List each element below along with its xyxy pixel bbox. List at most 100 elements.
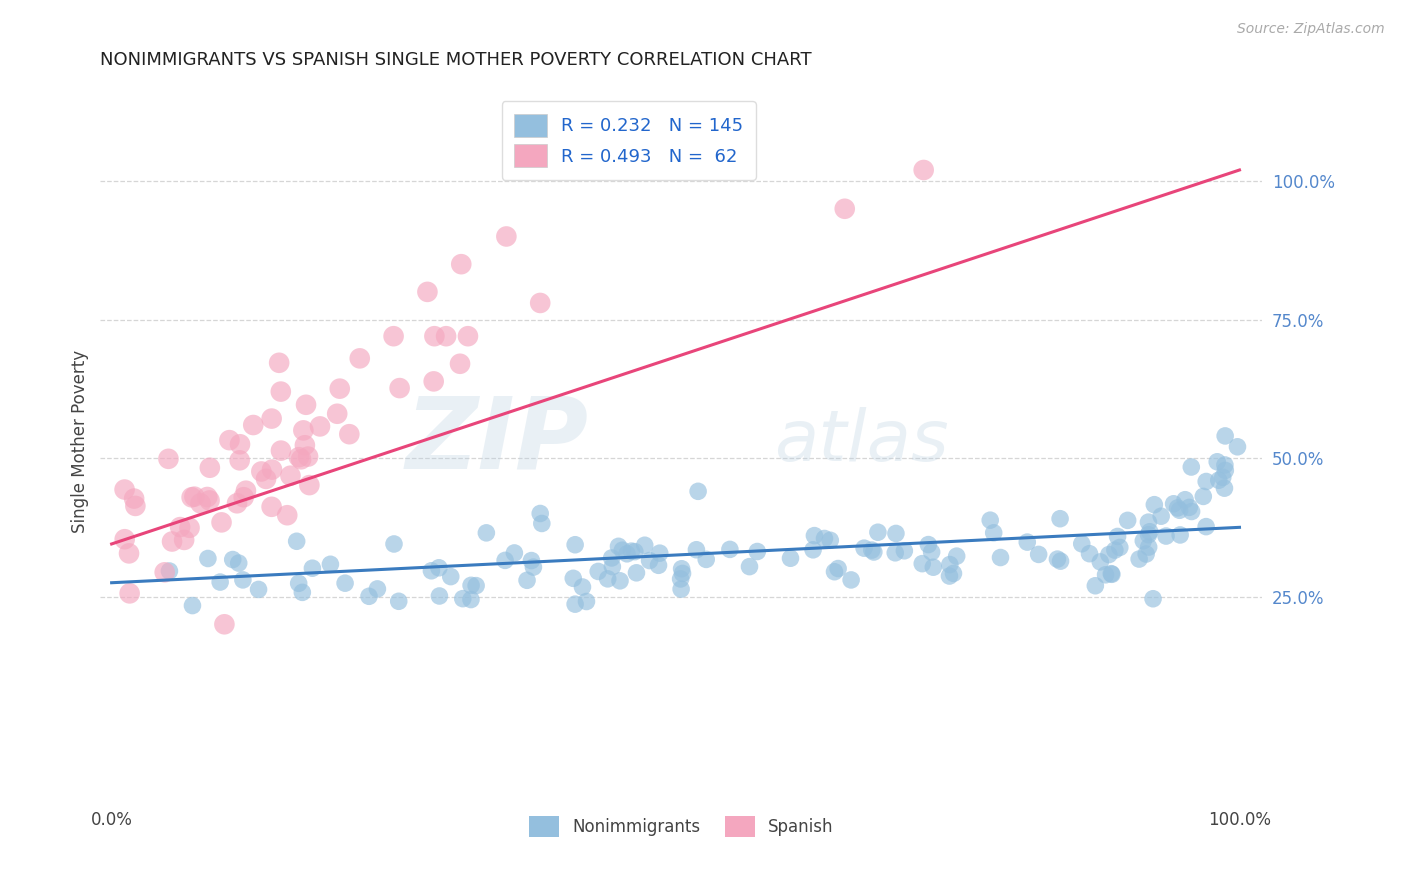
Point [190, 496, 212, 510]
Point [921, 545, 943, 559]
Point [211, 516, 233, 530]
Point [291, 585, 314, 599]
Point [1137, 515, 1160, 529]
Point [1208, 473, 1230, 487]
Point [434, 329, 457, 343]
Point [297, 450, 319, 464]
Point [1107, 529, 1129, 543]
Point [382, 537, 405, 551]
Point [779, 551, 801, 566]
Point [1098, 548, 1121, 562]
Point [114, 532, 136, 546]
Point [979, 513, 1001, 527]
Point [616, 547, 638, 561]
Point [917, 538, 939, 552]
Point [1213, 429, 1236, 443]
Point [460, 592, 482, 607]
Point [280, 468, 302, 483]
Point [157, 451, 180, 466]
Point [232, 490, 254, 504]
Point [209, 575, 232, 590]
Point [494, 553, 516, 567]
Point [520, 553, 543, 567]
Point [260, 500, 283, 514]
Point [612, 543, 634, 558]
Point [602, 559, 624, 574]
Text: atlas: atlas [775, 407, 949, 476]
Point [298, 478, 321, 492]
Point [349, 351, 371, 366]
Point [422, 375, 444, 389]
Point [450, 257, 472, 271]
Point [197, 551, 219, 566]
Point [922, 560, 945, 574]
Point [803, 528, 825, 542]
Point [638, 553, 661, 567]
Point [449, 357, 471, 371]
Point [440, 569, 463, 583]
Point [269, 356, 291, 370]
Point [853, 541, 876, 556]
Point [475, 525, 498, 540]
Point [522, 560, 544, 574]
Point [232, 573, 254, 587]
Point [357, 589, 380, 603]
Point [180, 491, 202, 505]
Point [495, 229, 517, 244]
Point [1070, 537, 1092, 551]
Point [938, 569, 960, 583]
Point [634, 538, 657, 552]
Point [503, 546, 526, 560]
Point [516, 574, 538, 588]
Point [884, 526, 907, 541]
Point [671, 566, 693, 581]
Point [1168, 528, 1191, 542]
Point [942, 566, 965, 581]
Point [288, 450, 311, 465]
Point [169, 520, 191, 534]
Point [893, 543, 915, 558]
Point [747, 544, 769, 558]
Point [1212, 470, 1234, 484]
Point [1167, 500, 1189, 515]
Point [198, 460, 221, 475]
Legend: Nonimmigrants, Spanish: Nonimmigrants, Spanish [522, 809, 841, 844]
Point [295, 398, 318, 412]
Point [1046, 552, 1069, 566]
Point [329, 382, 352, 396]
Point [290, 452, 312, 467]
Point [276, 508, 298, 523]
Point [319, 558, 342, 572]
Point [824, 565, 846, 579]
Point [270, 384, 292, 399]
Point [1049, 512, 1071, 526]
Point [671, 562, 693, 576]
Point [1206, 455, 1229, 469]
Point [1132, 533, 1154, 548]
Point [1139, 524, 1161, 539]
Point [242, 417, 264, 432]
Point [1192, 490, 1215, 504]
Point [1101, 567, 1123, 582]
Point [1084, 579, 1107, 593]
Point [1108, 541, 1130, 555]
Point [586, 565, 609, 579]
Point [333, 576, 356, 591]
Point [1078, 547, 1101, 561]
Point [626, 566, 648, 580]
Point [198, 493, 221, 508]
Point [382, 329, 405, 343]
Point [607, 539, 630, 553]
Point [326, 407, 349, 421]
Point [222, 552, 245, 566]
Point [1195, 475, 1218, 489]
Point [669, 582, 692, 596]
Point [1163, 497, 1185, 511]
Point [1135, 547, 1157, 561]
Point [624, 544, 647, 558]
Point [1104, 543, 1126, 558]
Point [827, 561, 849, 575]
Point [179, 521, 201, 535]
Point [575, 594, 598, 608]
Point [600, 551, 623, 566]
